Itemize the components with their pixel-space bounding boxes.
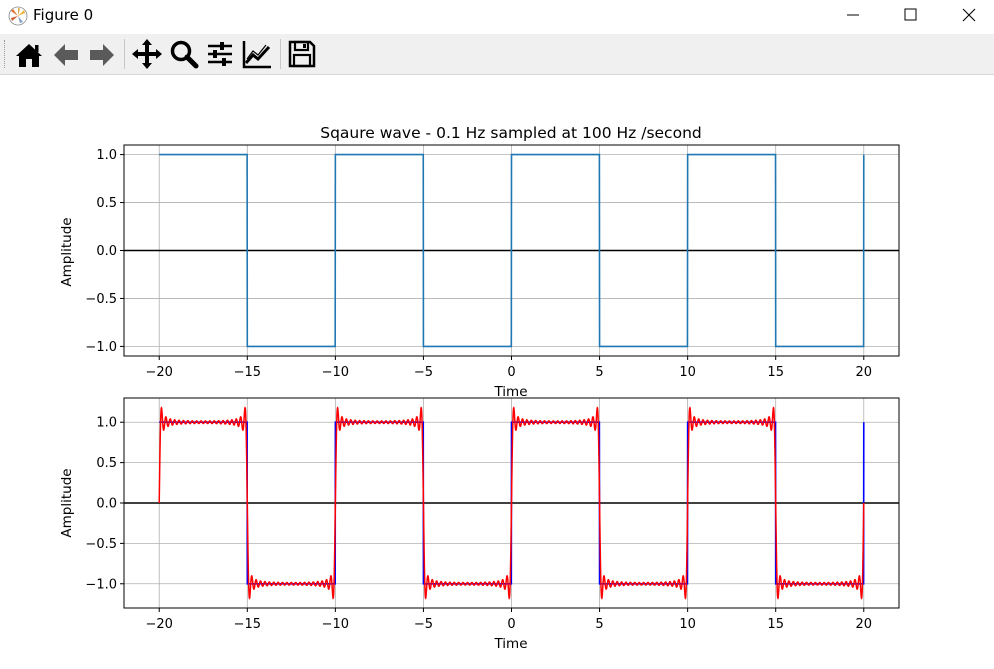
bottom-series-line (158, 406, 865, 600)
minimize-icon (847, 14, 859, 16)
top-xtick-label: 10 (679, 365, 696, 380)
home-button[interactable] (12, 37, 46, 71)
top-xlabel: Time (493, 384, 527, 400)
customize-button[interactable] (240, 37, 274, 71)
figure-canvas: Sqaure wave - 0.1 Hz sampled at 100 Hz /… (59, 124, 900, 652)
floppy-icon (288, 40, 316, 68)
navigation-toolbar (0, 34, 994, 75)
back-button[interactable] (49, 37, 83, 71)
top-ytick-label: −0.5 (85, 292, 117, 307)
top-xtick-label: 5 (595, 365, 603, 380)
subplots-button[interactable] (203, 37, 237, 71)
top-ytick-label: 0.0 (96, 244, 117, 259)
bottom-ytick-label: −1.0 (85, 577, 117, 592)
toolbar-separator (124, 39, 125, 69)
bottom-xtick-label: 15 (767, 617, 784, 632)
forward-button[interactable] (85, 37, 119, 71)
top-ytick-label: −1.0 (85, 340, 117, 355)
arrow-right-icon (90, 44, 114, 66)
window-titlebar: Figure 0 (0, 0, 994, 34)
bottom-ytick-label: 1.0 (96, 416, 117, 431)
top-axes: −20 −15 −10 −5 0 5 10 15 20 1.0 0.5 0.0 −0.5 −1.0 Tim… (59, 144, 900, 400)
top-ytick-label: 1.0 (96, 148, 117, 163)
bottom-ytick-label: −0.5 (85, 537, 117, 552)
bottom-ytick-label: 0.5 (96, 456, 117, 471)
bottom-xtick-label: −5 (414, 617, 433, 632)
window-title: Figure 0 (33, 6, 94, 24)
bottom-xtick-label: 5 (595, 617, 603, 632)
maximize-icon (904, 8, 917, 21)
bottom-ticks: −20 −15 −10 −5 0 5 10 15 20 1.0 0.5 0.0 −0.5 −1.0 (85, 416, 872, 632)
top-ytick-label: 0.5 (96, 196, 117, 211)
bottom-axes: −20 −15 −10 −5 0 5 10 15 20 1.0 0.5 0.0 −0.5 −1.0 Tim… (59, 397, 900, 652)
close-icon (962, 8, 976, 22)
bottom-ytick-label: 0.0 (96, 497, 117, 512)
save-button[interactable] (285, 37, 319, 71)
toolbar-grip (4, 40, 7, 68)
chart-title: Sqaure wave - 0.1 Hz sampled at 100 Hz /… (320, 124, 701, 142)
pan-button[interactable] (130, 37, 164, 71)
move-icon (132, 39, 162, 69)
chart-line-icon (242, 41, 271, 69)
bottom-xtick-label: −15 (234, 617, 261, 632)
close-button[interactable] (939, 0, 994, 30)
bottom-xtick-label: 20 (855, 617, 872, 632)
bottom-xtick-label: 10 (679, 617, 696, 632)
bottom-xtick-label: −10 (322, 617, 349, 632)
home-icon (16, 44, 42, 67)
top-xtick-label: 15 (767, 365, 784, 380)
bottom-series (158, 406, 865, 600)
top-series-line (159, 153, 865, 348)
zoom-button[interactable] (167, 37, 201, 71)
top-xtick-label: −10 (322, 365, 349, 380)
top-xtick-label: −15 (234, 365, 261, 380)
bottom-xlabel: Time (493, 636, 527, 652)
top-ylabel: Amplitude (59, 217, 75, 286)
toolbar-separator (280, 39, 281, 69)
magnifier-icon (170, 40, 199, 69)
matplotlib-icon (8, 6, 28, 26)
bottom-xtick-label: −20 (146, 617, 173, 632)
top-series (159, 153, 865, 348)
top-xtick-label: −5 (414, 365, 433, 380)
minimize-button[interactable] (823, 0, 881, 30)
top-xtick-label: 20 (855, 365, 872, 380)
bottom-xtick-label: 0 (507, 617, 515, 632)
bottom-ylabel: Amplitude (59, 468, 75, 537)
sliders-icon (208, 42, 232, 66)
top-xtick-label: −20 (146, 365, 173, 380)
maximize-button[interactable] (881, 0, 939, 30)
top-xtick-label: 0 (507, 365, 515, 380)
top-ticks: −20 −15 −10 −5 0 5 10 15 20 1.0 0.5 0.0 −0.5 −1.0 (85, 148, 872, 380)
arrow-left-icon (54, 44, 78, 66)
